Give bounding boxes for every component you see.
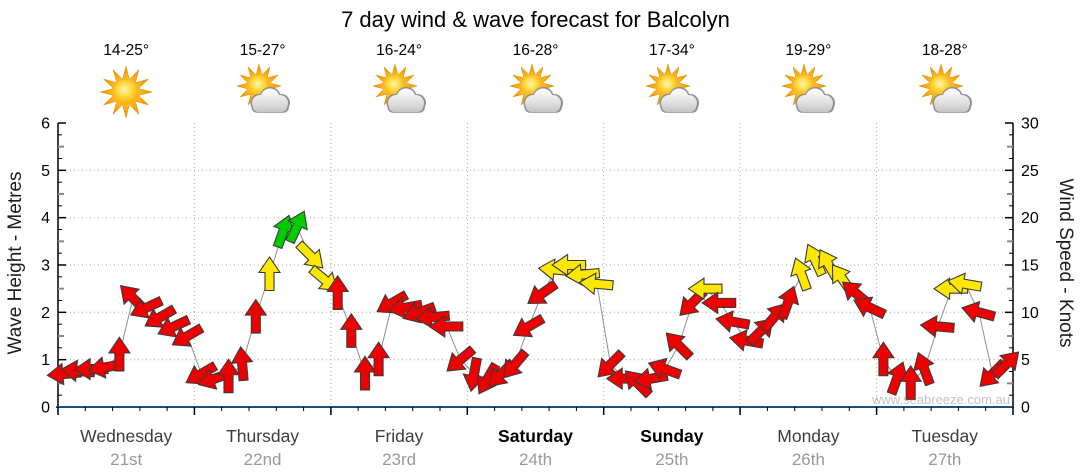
wind-arrow (272, 214, 295, 250)
wind-arrow (353, 355, 377, 391)
wind-arrow (919, 314, 955, 338)
temperature-range: 15-27° (239, 42, 286, 59)
wind-arrow (853, 296, 887, 320)
wind-arrow (564, 263, 601, 287)
left-axis-tick-label: 1 (41, 352, 50, 369)
day-date-label: 21st (110, 450, 142, 469)
wind-arrow (947, 272, 983, 296)
wind-arrow (512, 313, 546, 338)
wind-arrow (687, 277, 723, 301)
weather-icon-sunny (98, 63, 154, 123)
day-name-label: Thursday (226, 426, 299, 446)
left-axis-tick-label: 6 (41, 116, 50, 133)
right-axis-tick-label: 10 (1021, 305, 1039, 322)
wind-arrow (503, 348, 530, 379)
day-date-label: 23rd (382, 450, 416, 469)
wind-arrow (551, 253, 587, 277)
wind-arrow (961, 300, 997, 324)
wind-arrow (527, 279, 559, 305)
right-axis-tick-label: 0 (1021, 400, 1030, 417)
wind-arrow (230, 345, 254, 382)
wind-arrow (790, 257, 812, 292)
wind-arrow (129, 296, 164, 319)
wind-arrow (107, 336, 131, 372)
day-name-label: Monday (777, 426, 840, 446)
day-name-label: Tuesday (912, 426, 979, 446)
wind-arrow (446, 345, 477, 372)
temperature-range: 19-29° (785, 42, 832, 59)
wind-arrow (326, 274, 350, 310)
temperature-range: 14-25° (103, 42, 150, 59)
right-axis-tick-label: 5 (1021, 352, 1030, 369)
temperature-range: 16-24° (376, 42, 422, 59)
weather-icon-partly-cloudy (917, 63, 973, 123)
wind-arrow (257, 256, 282, 292)
day-name-label: Sunday (640, 426, 703, 446)
left-axis-tick-label: 3 (41, 258, 50, 275)
wind-arrow (899, 364, 923, 400)
wind-arrow (912, 351, 935, 387)
wind-arrow (578, 272, 614, 296)
weather-icon-partly-cloudy (371, 63, 427, 123)
day-date-label: 27th (928, 450, 961, 469)
day-date-label: 26th (792, 450, 825, 469)
left-axis-tick-label: 4 (41, 210, 50, 227)
right-axis-tick-label: 25 (1021, 163, 1039, 180)
wind-arrow (886, 361, 909, 396)
right-axis-tick-label: 15 (1021, 258, 1039, 275)
wind-arrow (701, 291, 737, 315)
wind-arrow (428, 314, 464, 339)
temperature-range: 16-28° (512, 42, 559, 59)
wind-arrow (157, 314, 192, 338)
wind-arrow (339, 312, 363, 348)
wind-arrow (367, 341, 391, 377)
weather-icon-partly-cloudy (780, 63, 836, 123)
day-name-label: Wednesday (80, 426, 172, 446)
day-name-label: Friday (375, 426, 424, 446)
temperature-range: 18-28° (921, 42, 968, 59)
weather-icon-partly-cloudy (644, 63, 700, 123)
wind-arrow (665, 332, 694, 361)
wind-arrow (171, 323, 205, 347)
chart-title: 7 day wind & wave forecast for Balcolyn (341, 7, 730, 32)
wind-arrow (597, 349, 626, 378)
left-axis-tick-label: 5 (41, 163, 50, 180)
day-date-label: 25th (655, 450, 688, 469)
wind-arrow (647, 357, 683, 380)
day-date-label: 22nd (244, 450, 282, 469)
wind-arrow (777, 285, 800, 321)
wind-arrow (414, 305, 451, 329)
wind-arrow (144, 304, 178, 328)
wind-arrow (244, 298, 268, 334)
temperature-range: 17-34° (649, 42, 695, 59)
wind-arrow (990, 351, 1020, 380)
weather-icon-partly-cloudy (235, 63, 291, 123)
right-axis-tick-label: 30 (1021, 116, 1039, 133)
weather-icon-partly-cloudy (508, 63, 564, 123)
wind-arrow (715, 310, 751, 333)
day-date-label: 24th (519, 450, 552, 469)
day-name-label: Saturday (498, 426, 573, 446)
wind-arrow (285, 210, 308, 245)
right-axis-tick-label: 20 (1021, 210, 1039, 227)
left-axis-tick-label: 2 (41, 305, 50, 322)
left-axis-tick-label: 0 (41, 400, 50, 417)
wind-arrow (216, 358, 241, 394)
